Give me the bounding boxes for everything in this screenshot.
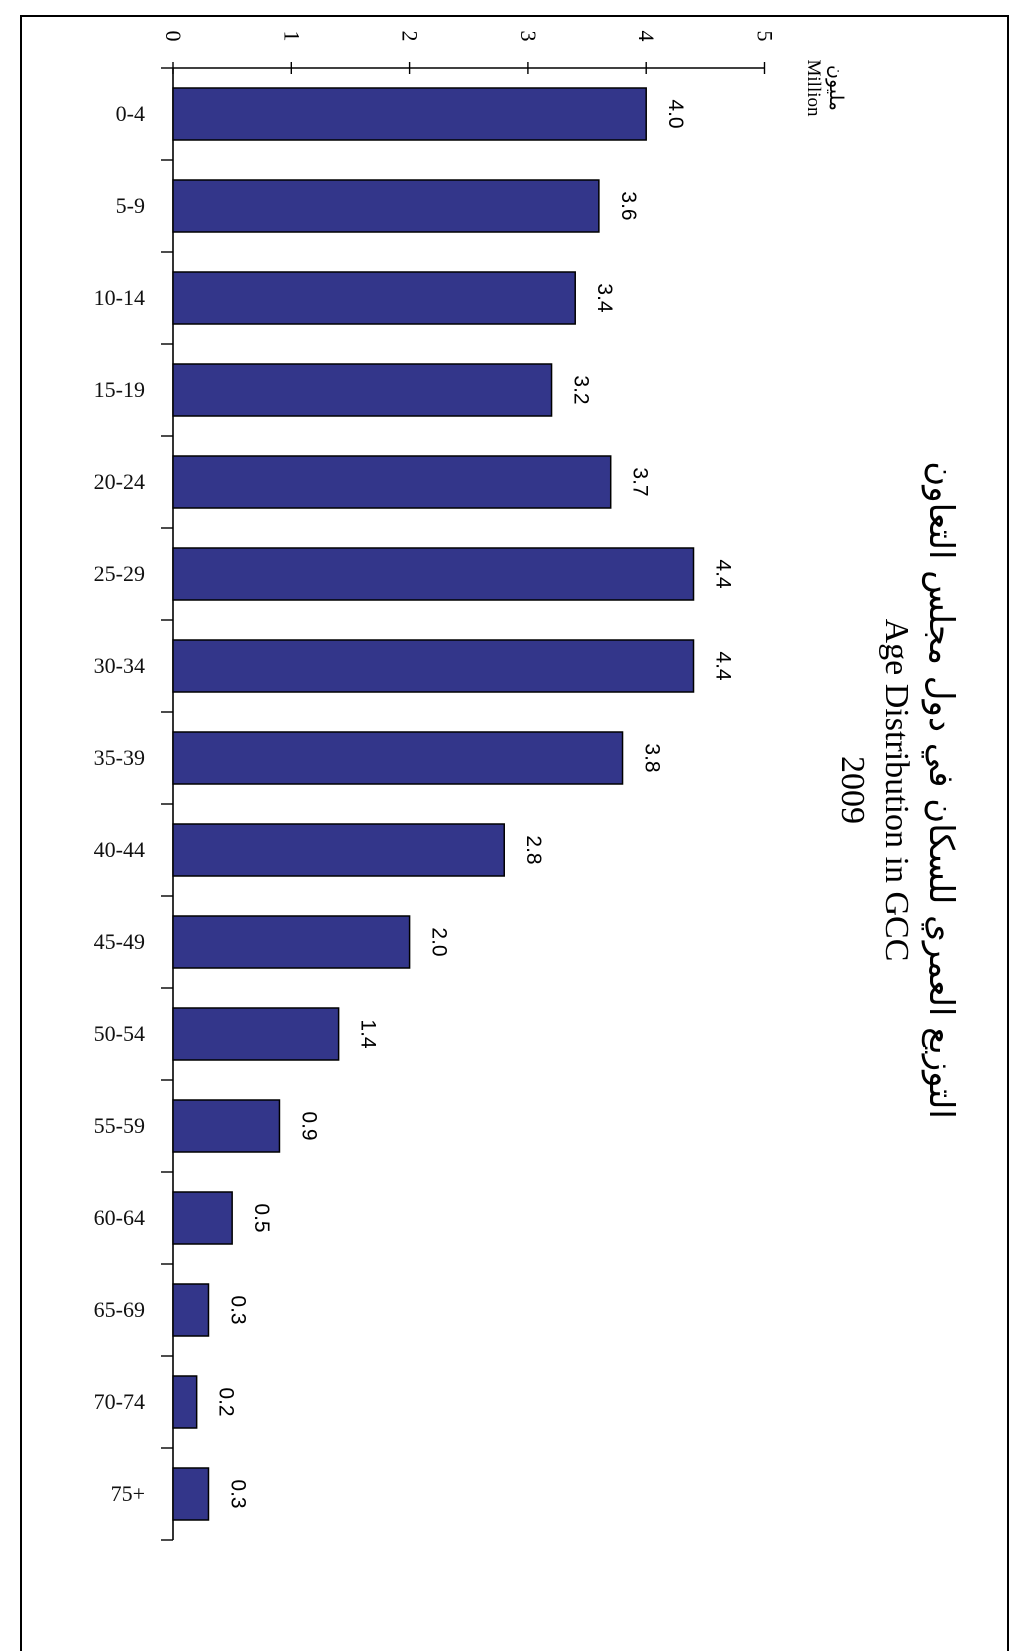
chart-subtitle: 2009: [834, 756, 871, 824]
value-label-group: 0.9: [297, 1111, 320, 1140]
chart-title-arabic: التوزيع العمري للسكان في دول مجلس التعاو…: [921, 461, 961, 1119]
value-label-group: 4.4: [712, 651, 735, 681]
category-label: 70-74: [94, 1389, 145, 1414]
bar: [172, 547, 695, 601]
value-tick-label-group: 4: [634, 31, 659, 42]
value-label-group: 0.3: [226, 1295, 249, 1324]
chart-frame: [20, 15, 1009, 1651]
value-tick-label: 2: [398, 31, 423, 42]
bar: [172, 1007, 340, 1061]
bar: [172, 455, 612, 509]
bar: [172, 1375, 198, 1429]
unit-group: مليون Million: [803, 59, 846, 117]
value-label-group: 3.6: [617, 191, 640, 220]
category-label: 60-64: [94, 1205, 145, 1230]
category-label: 0-4: [116, 101, 145, 126]
bar: [172, 1099, 281, 1153]
bar: [172, 179, 600, 233]
category-labels: 0-4 5-9 10-14 15-19 20-24 25-29 30-34 35-39 40-4…: [94, 101, 145, 1506]
value-tick-label: 5: [753, 31, 778, 42]
value-tick-label: 1: [279, 31, 304, 42]
bar: [172, 915, 411, 969]
category-label: 50-54: [94, 1021, 145, 1046]
value-label: 1.4: [357, 1019, 380, 1049]
bar: [172, 823, 505, 877]
bar: [172, 1283, 210, 1337]
value-tick-label: 0: [161, 31, 186, 42]
value-tick-label-group: 1: [279, 31, 304, 42]
value-label-group: 4.4: [712, 559, 735, 589]
value-label-group: 0.3: [226, 1479, 249, 1508]
unit-label-arabic: مليون: [825, 65, 846, 111]
category-label: 5-9: [116, 193, 145, 218]
value-label-group: 3.2: [570, 375, 593, 404]
bar: [172, 639, 695, 693]
category-label: 45-49: [94, 929, 145, 954]
value-label: 0.5: [250, 1203, 273, 1232]
value-label: 0.9: [297, 1111, 320, 1140]
value-label: 3.6: [617, 191, 640, 220]
category-label: 15-19: [94, 377, 145, 402]
title-group: التوزيع العمري للسكان في دول مجلس التعاو…: [834, 461, 961, 1119]
value-axis: 0 1 2 3 4 5: [161, 31, 778, 1541]
value-label-group: 1.4: [357, 1019, 380, 1049]
category-label: 55-59: [94, 1113, 145, 1138]
value-tick-label: 4: [634, 31, 659, 42]
bar: [172, 1191, 233, 1245]
bars: [172, 87, 695, 1521]
category-label: 35-39: [94, 745, 145, 770]
bar: [172, 363, 553, 417]
category-label: 30-34: [94, 653, 145, 678]
value-label: 0.2: [215, 1387, 238, 1416]
value-label-group: 3.7: [629, 467, 652, 496]
value-tick-label-group: 2: [398, 31, 423, 42]
value-label-group: 3.8: [641, 743, 664, 772]
value-label-group: 2.0: [428, 927, 451, 956]
value-label: 3.4: [593, 283, 616, 313]
category-label: 20-24: [94, 469, 145, 494]
value-tick-label-group: 3: [516, 31, 541, 42]
value-label: 0.3: [226, 1479, 249, 1508]
value-label-group: 4.0: [664, 99, 687, 128]
value-label: 0.3: [226, 1295, 249, 1324]
value-label-group: 0.5: [250, 1203, 273, 1232]
bar: [172, 87, 647, 141]
value-label-group: 3.4: [593, 283, 616, 313]
value-labels: 4.0 3.6 3.4 3.2 3.7 4.4 4.4 3.8 2.8 2.0 1.4 0.9 0.5 0…: [215, 99, 735, 1508]
unit-label: Million: [803, 59, 824, 117]
category-label: 40-44: [94, 837, 145, 862]
category-label: 25-29: [94, 561, 145, 586]
value-label: 4.4: [712, 651, 735, 681]
value-label-group: 2.8: [522, 835, 545, 864]
value-label: 2.0: [428, 927, 451, 956]
bar: [172, 271, 576, 325]
value-label: 4.0: [664, 99, 687, 128]
category-label: 10-14: [94, 285, 145, 310]
value-label: 3.2: [570, 375, 593, 404]
value-label: 3.8: [641, 743, 664, 772]
value-label: 4.4: [712, 559, 735, 589]
bar: [172, 1467, 210, 1521]
bar: [172, 731, 624, 785]
chart-title: Age Distribution in GCC: [878, 619, 915, 962]
value-tick-label-group: 0: [161, 31, 186, 42]
value-label: 3.7: [629, 467, 652, 496]
value-label-group: 0.2: [215, 1387, 238, 1416]
value-tick-label: 3: [516, 31, 541, 42]
category-label: 75+: [111, 1481, 145, 1506]
value-tick-label-group: 5: [753, 31, 778, 42]
value-label: 2.8: [522, 835, 545, 864]
category-label: 65-69: [94, 1297, 145, 1322]
